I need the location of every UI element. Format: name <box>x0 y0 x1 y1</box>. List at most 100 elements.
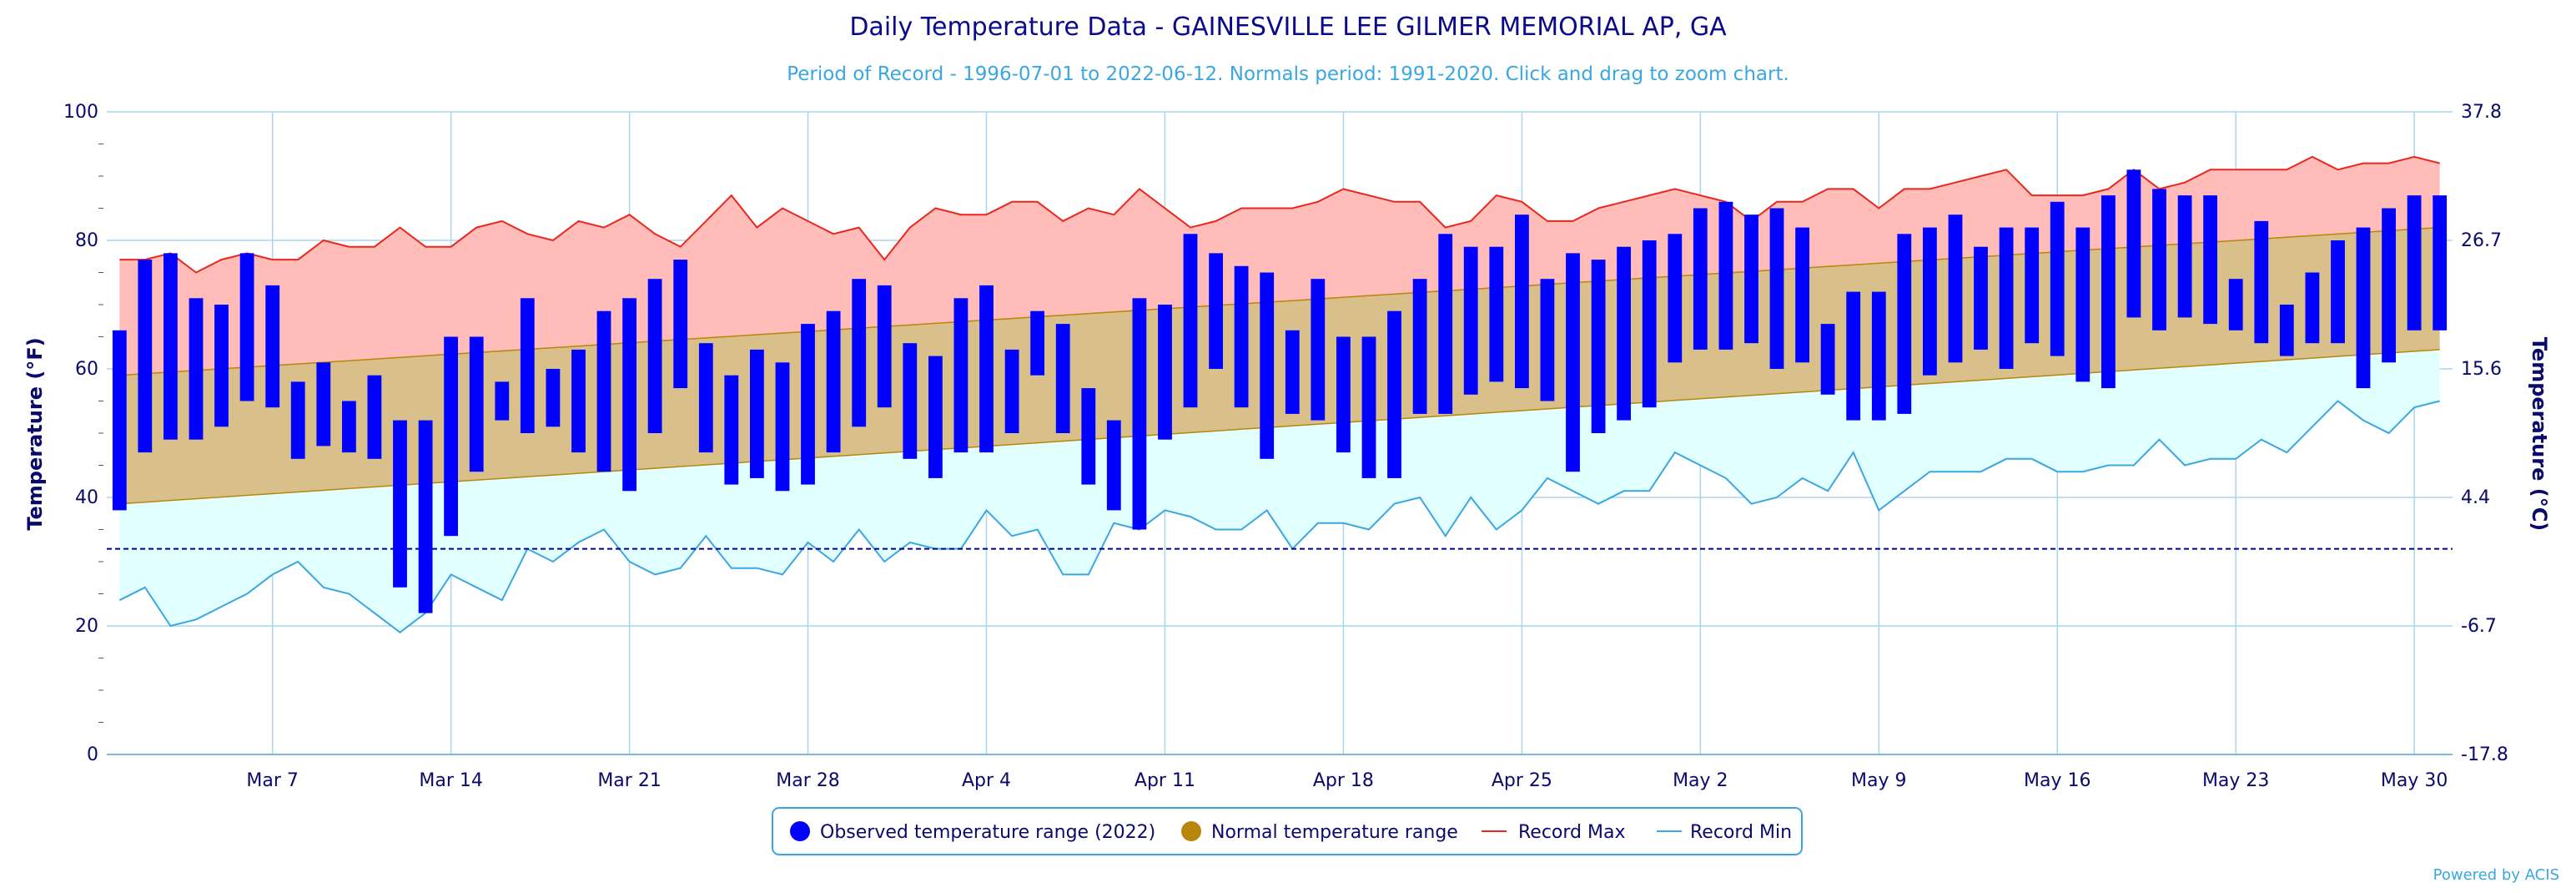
observed-bar[interactable] <box>673 260 688 389</box>
observed-bar[interactable] <box>316 362 331 446</box>
observed-bar[interactable] <box>622 298 636 492</box>
observed-bar[interactable] <box>1795 227 1809 363</box>
observed-bar[interactable] <box>596 310 611 472</box>
observed-bar[interactable] <box>1540 279 1555 401</box>
acis-credit-link[interactable]: Powered by ACIS <box>2433 866 2559 884</box>
observed-bar[interactable] <box>2382 208 2396 363</box>
observed-bar[interactable] <box>1081 388 1096 485</box>
observed-bar[interactable] <box>393 420 407 588</box>
observed-bar[interactable] <box>1234 265 1249 408</box>
observed-bar[interactable] <box>469 336 484 472</box>
observed-bar[interactable] <box>1871 291 1886 421</box>
observed-bar[interactable] <box>1820 324 1835 395</box>
observed-bar[interactable] <box>1004 349 1019 433</box>
observed-bar[interactable] <box>2279 305 2294 356</box>
observed-bar[interactable] <box>1693 208 1708 350</box>
observed-bar[interactable] <box>265 285 280 408</box>
observed-bar[interactable] <box>1361 336 1376 478</box>
observed-bar[interactable] <box>1769 208 1784 370</box>
observed-bar[interactable] <box>418 420 433 613</box>
observed-bar[interactable] <box>367 375 382 459</box>
observed-bar[interactable] <box>2407 195 2422 330</box>
observed-bar[interactable] <box>520 298 535 433</box>
legend-item-record-max[interactable]: Record Max <box>1482 822 1626 843</box>
observed-bar[interactable] <box>1923 227 1937 376</box>
observed-bar[interactable] <box>2152 189 2166 330</box>
observed-bar[interactable] <box>1106 420 1121 511</box>
observed-bar[interactable] <box>1718 201 1733 350</box>
observed-bar[interactable] <box>928 356 943 478</box>
observed-bar[interactable] <box>698 343 713 453</box>
observed-bar[interactable] <box>1311 279 1326 421</box>
observed-bar[interactable] <box>571 349 586 453</box>
observed-bar[interactable] <box>1387 310 1401 478</box>
observed-bar[interactable] <box>1132 298 1147 530</box>
observed-bar[interactable] <box>2254 220 2269 344</box>
observed-bar[interactable] <box>2433 195 2448 330</box>
observed-bar[interactable] <box>2305 272 2320 344</box>
observed-bar[interactable] <box>1285 330 1300 414</box>
observed-bar[interactable] <box>1055 324 1070 433</box>
observed-bar[interactable] <box>826 310 841 453</box>
observed-bar[interactable] <box>877 285 892 408</box>
observed-bar[interactable] <box>775 362 790 492</box>
observed-bar[interactable] <box>1515 214 1529 389</box>
observed-bar[interactable] <box>1948 214 1963 363</box>
observed-bar[interactable] <box>2356 227 2371 389</box>
observed-bar[interactable] <box>444 336 458 537</box>
observed-bar[interactable] <box>112 330 127 511</box>
observed-bar[interactable] <box>1158 305 1172 440</box>
observed-bar[interactable] <box>2203 195 2217 325</box>
observed-bar[interactable] <box>1463 246 1478 395</box>
observed-bar[interactable] <box>1668 234 1683 363</box>
observed-bar[interactable] <box>1489 246 1504 382</box>
observed-bar[interactable] <box>903 343 918 459</box>
observed-bar[interactable] <box>189 298 204 440</box>
observed-bar[interactable] <box>214 305 229 427</box>
observed-bar[interactable] <box>2228 279 2243 330</box>
observed-bar[interactable] <box>852 279 867 427</box>
observed-bar[interactable] <box>1336 336 1351 453</box>
observed-bar[interactable] <box>342 401 356 453</box>
observed-bar[interactable] <box>2101 195 2116 389</box>
observed-bar[interactable] <box>1030 310 1044 376</box>
legend[interactable]: Observed temperature range (2022) Normal… <box>772 807 1803 855</box>
observed-bar[interactable] <box>2075 227 2090 382</box>
observed-bar[interactable] <box>495 381 510 421</box>
observed-bar[interactable] <box>750 349 764 478</box>
observed-bar[interactable] <box>1591 260 1606 433</box>
observed-bar[interactable] <box>1974 246 1988 350</box>
observed-bar[interactable] <box>1260 272 1275 459</box>
legend-item-normal[interactable]: Normal temperature range <box>1181 821 1458 843</box>
observed-bar[interactable] <box>1566 253 1580 472</box>
observed-bar[interactable] <box>647 279 662 433</box>
observed-bar[interactable] <box>1642 240 1657 408</box>
legend-item-record-min[interactable]: Record Min <box>1657 822 1792 843</box>
observed-bar[interactable] <box>1846 291 1861 421</box>
observed-bar[interactable] <box>2331 240 2345 344</box>
observed-bar[interactable] <box>801 324 815 485</box>
observed-bar[interactable] <box>2126 169 2141 318</box>
observed-bar[interactable] <box>1438 234 1453 414</box>
observed-bar[interactable] <box>1412 279 1427 414</box>
observed-bar[interactable] <box>1617 246 1631 421</box>
observed-bar[interactable] <box>2025 227 2040 344</box>
legend-item-observed[interactable]: Observed temperature range (2022) <box>790 821 1155 843</box>
observed-bar[interactable] <box>724 375 739 485</box>
observed-bar[interactable] <box>2050 201 2065 356</box>
observed-bar[interactable] <box>239 253 254 401</box>
observed-bar[interactable] <box>546 369 561 427</box>
observed-bar[interactable] <box>164 253 178 440</box>
observed-bar[interactable] <box>1999 227 2014 369</box>
observed-bar[interactable] <box>138 260 153 453</box>
observed-bar[interactable] <box>1183 234 1198 408</box>
observed-bar[interactable] <box>2177 195 2192 318</box>
observed-bar[interactable] <box>1744 214 1758 344</box>
observed-bars[interactable] <box>112 169 2448 613</box>
observed-bar[interactable] <box>290 381 305 459</box>
observed-bar[interactable] <box>1209 253 1223 369</box>
observed-bar[interactable] <box>1897 234 1912 414</box>
observed-bar[interactable] <box>979 285 994 453</box>
